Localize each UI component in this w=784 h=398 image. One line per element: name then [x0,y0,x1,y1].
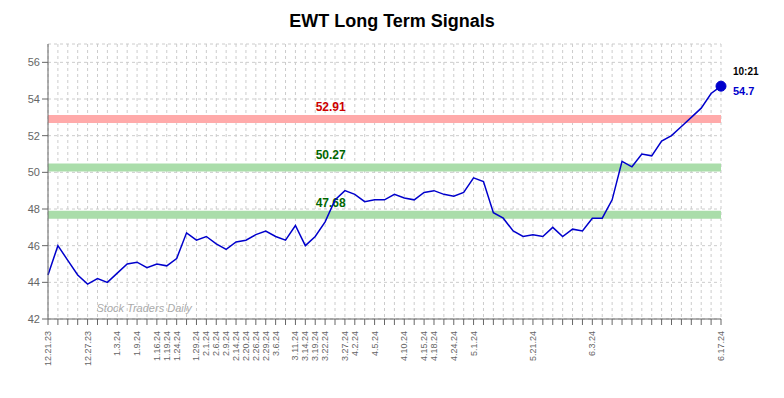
svg-text:1.24.24: 1.24.24 [172,331,182,361]
svg-text:52: 52 [28,130,40,142]
svg-text:44: 44 [28,276,40,288]
svg-text:1.9.24: 1.9.24 [132,331,142,356]
svg-text:2.6.24: 2.6.24 [211,331,221,356]
svg-text:4.18.24: 4.18.24 [429,331,439,361]
svg-text:47.68: 47.68 [315,195,346,210]
svg-text:6.17.24: 6.17.24 [716,331,726,361]
svg-text:54: 54 [28,93,40,105]
svg-text:4.10.24: 4.10.24 [399,331,409,361]
svg-text:5.21.24: 5.21.24 [528,331,538,361]
svg-text:50: 50 [28,166,40,178]
svg-text:4.24.24: 4.24.24 [449,331,459,361]
svg-text:56: 56 [28,56,40,68]
svg-text:4.15.24: 4.15.24 [419,331,429,361]
svg-text:54.7: 54.7 [733,85,754,97]
svg-text:4.2.24: 4.2.24 [350,331,360,356]
html-text:EWT Long Term Signals: EWT Long Term Signals [289,11,495,31]
svg-text:3.14.24: 3.14.24 [300,331,310,361]
svg-text:3.6.24: 3.6.24 [271,331,281,356]
svg-text:4.5.24: 4.5.24 [370,331,380,356]
svg-text:3.19.24: 3.19.24 [310,331,320,361]
svg-text:10:21: 10:21 [733,66,759,77]
svg-text:48: 48 [28,203,40,215]
svg-text:2.20.24: 2.20.24 [241,331,251,361]
svg-text:12.21.23: 12.21.23 [43,331,53,366]
svg-text:3.11.24: 3.11.24 [290,331,300,360]
svg-text:1.16.24: 1.16.24 [152,331,162,361]
svg-text:Stock Traders Daily: Stock Traders Daily [96,302,193,314]
svg-text:52.91: 52.91 [316,100,346,114]
svg-text:1.3.24: 1.3.24 [112,331,122,356]
svg-text:1.19.24: 1.19.24 [162,331,172,361]
svg-text:3.22.24: 3.22.24 [320,331,330,361]
svg-text:6.3.24: 6.3.24 [587,331,597,356]
svg-text:2.9.24: 2.9.24 [221,331,231,356]
svg-text:2.1.24: 2.1.24 [201,331,211,356]
svg-text:42: 42 [28,313,40,325]
svg-text:46: 46 [28,240,40,252]
svg-text:2.26.24: 2.26.24 [251,331,261,361]
svg-text:2.14.24: 2.14.24 [231,331,241,361]
svg-text:3.27.24: 3.27.24 [340,331,350,361]
svg-text:12.27.23: 12.27.23 [83,331,93,366]
svg-text:2.29.24: 2.29.24 [261,331,271,361]
svg-text:5.1.24: 5.1.24 [469,331,479,356]
svg-text:1.29.24: 1.29.24 [191,331,201,361]
svg-text:50.27: 50.27 [316,148,346,162]
